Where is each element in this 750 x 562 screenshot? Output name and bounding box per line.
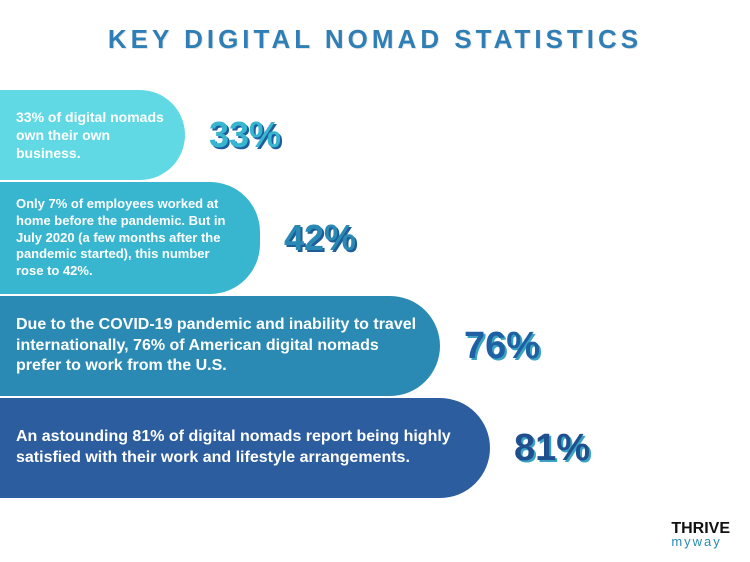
stat-bar: 33% of digital nomads own their own busi… xyxy=(0,90,185,180)
stat-percentage: 33%33% xyxy=(209,114,281,156)
stat-percentage-main: 76% xyxy=(464,325,540,367)
stat-bar: Due to the COVID-19 pandemic and inabili… xyxy=(0,296,440,396)
stat-percentage: 42%42% xyxy=(284,217,356,259)
stat-bar: Only 7% of employees worked at home befo… xyxy=(0,182,260,294)
stat-percentage-main: 33% xyxy=(209,114,281,155)
stat-row: 33% of digital nomads own their own busi… xyxy=(0,90,281,180)
stat-percentage: 76%76% xyxy=(464,325,540,368)
stat-text: Due to the COVID-19 pandemic and inabili… xyxy=(16,315,420,377)
stat-bar: An astounding 81% of digital nomads repo… xyxy=(0,398,490,498)
stat-row: Due to the COVID-19 pandemic and inabili… xyxy=(0,296,540,396)
brand-logo: THRIVE myway xyxy=(671,522,730,548)
stat-row: Only 7% of employees worked at home befo… xyxy=(0,182,356,294)
stat-percentage-main: 81% xyxy=(514,427,590,469)
stat-text: 33% of digital nomads own their own busi… xyxy=(16,108,165,163)
stat-row: An astounding 81% of digital nomads repo… xyxy=(0,398,590,498)
stat-percentage: 81%81% xyxy=(514,427,590,470)
logo-bottom-text: myway xyxy=(671,536,730,548)
stat-percentage-main: 42% xyxy=(284,217,356,258)
stat-text: An astounding 81% of digital nomads repo… xyxy=(16,427,470,469)
page-title: KEY DIGITAL NOMAD STATISTICS xyxy=(0,0,750,75)
stat-text: Only 7% of employees worked at home befo… xyxy=(16,196,240,280)
